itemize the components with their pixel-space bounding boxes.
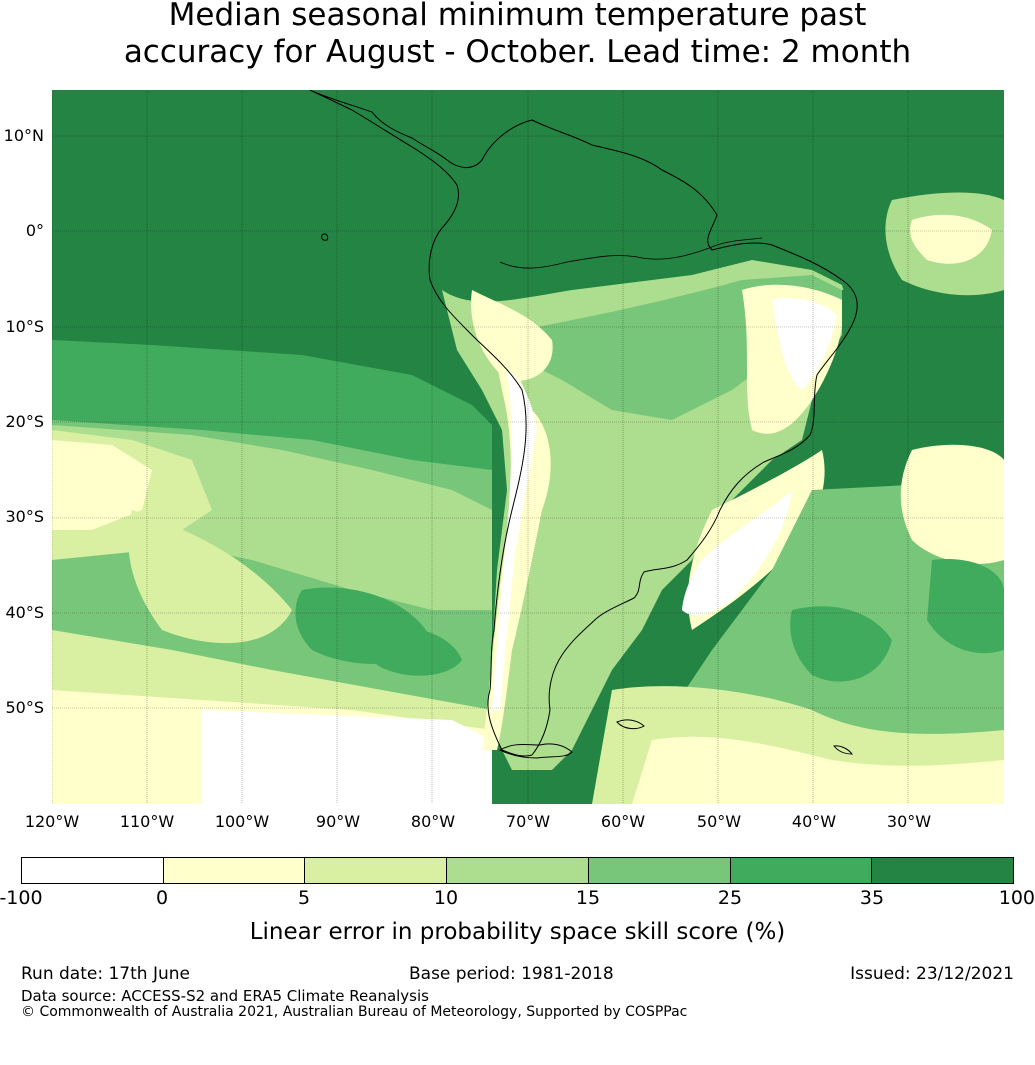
colorbar-tick-15: 15 [575,887,601,909]
colorbar-segment-35-100 [872,858,1014,883]
lat-tick-0: 0° [25,221,44,240]
lon-tick-120W: 120°W [24,812,80,831]
map-title-line-2: accuracy for August - October. Lead time… [123,34,912,70]
run-date: Run date: 17th June [21,964,190,984]
lon-tick-110W: 110°W [119,812,175,831]
skill-zone-negative-andes [492,370,537,710]
data-source: Data source: ACCESS-S2 and ERA5 Climate … [21,987,429,1005]
colorbar-segment-10-15 [447,858,589,883]
lon-tick-60W: 60°W [600,812,646,831]
map-title-line-1: Median seasonal minimum temperature past [168,0,867,33]
skill-zone-25-35-atlantic-2 [927,559,1004,654]
amazon-river [499,237,763,269]
lon-tick-80W: 80°W [410,812,456,831]
skill-score-map [52,90,1004,804]
lon-tick-90W: 90°W [315,812,361,831]
lat-tick-10N: 10°N [3,126,44,145]
colorbar-segment-0-5 [163,858,306,883]
lat-tick-50S: 50°S [5,698,44,717]
colorbar-tick-neg100: -100 [0,887,43,909]
copyright-notice: © Commonwealth of Australia 2021, Austra… [21,1004,688,1020]
skill-zone-0-5-atlantic-north [910,214,992,264]
colorbar [21,857,1014,884]
skill-zone-25-35-atlantic-1 [790,606,892,682]
lon-tick-70W: 70°W [505,812,551,831]
skill-zone-0-5-atlantic-mid [900,444,1004,564]
issued-date: Issued: 23/12/2021 [850,964,1014,984]
galapagos-coastline [321,233,329,241]
colorbar-segment-neg100-0 [22,858,164,883]
skill-zone-0-5-andes-north [471,290,553,381]
colorbar-tick-25: 25 [717,887,743,909]
colorbar-tick-35: 35 [859,887,885,909]
colorbar-tick-0: 0 [155,887,169,909]
lon-tick-100W: 100°W [214,812,270,831]
skill-zone-25-35-patch-2 [372,626,462,676]
south-georgia-coastline [833,745,854,755]
skill-zone-negative-south [202,710,492,804]
base-period: Base period: 1981-2018 [409,964,614,984]
south-america-coastline [309,90,858,757]
colorbar-segment-15-25 [588,858,731,883]
lon-tick-30W: 30°W [886,812,932,831]
colorbar-label: Linear error in probability space skill … [249,919,786,945]
lat-tick-10S: 10°S [5,317,44,336]
colorbar-segment-5-10 [305,858,448,883]
lat-tick-20S: 20°S [5,412,44,431]
colorbar-tick-5: 5 [297,887,311,909]
skill-zone-5-10-patch [128,510,292,644]
tierra-del-fuego-coastline [498,743,573,759]
skill-zone-negative-coast [682,490,792,616]
colorbar-segment-25-35 [730,858,873,883]
skill-zone-0-5-west [52,440,152,530]
colorbar-tick-100: 100 [998,887,1035,909]
lon-tick-40W: 40°W [791,812,837,831]
lat-tick-40S: 40°S [5,603,44,622]
lon-tick-50W: 50°W [696,812,742,831]
skill-zone-negative-ne-brazil [772,298,837,390]
skill-zone-0-5-south-atlantic [632,736,1004,804]
lat-tick-30S: 30°S [5,507,44,526]
map-gridlines [52,90,1004,804]
falklands-coastline [616,719,645,730]
colorbar-tick-10: 10 [433,887,459,909]
